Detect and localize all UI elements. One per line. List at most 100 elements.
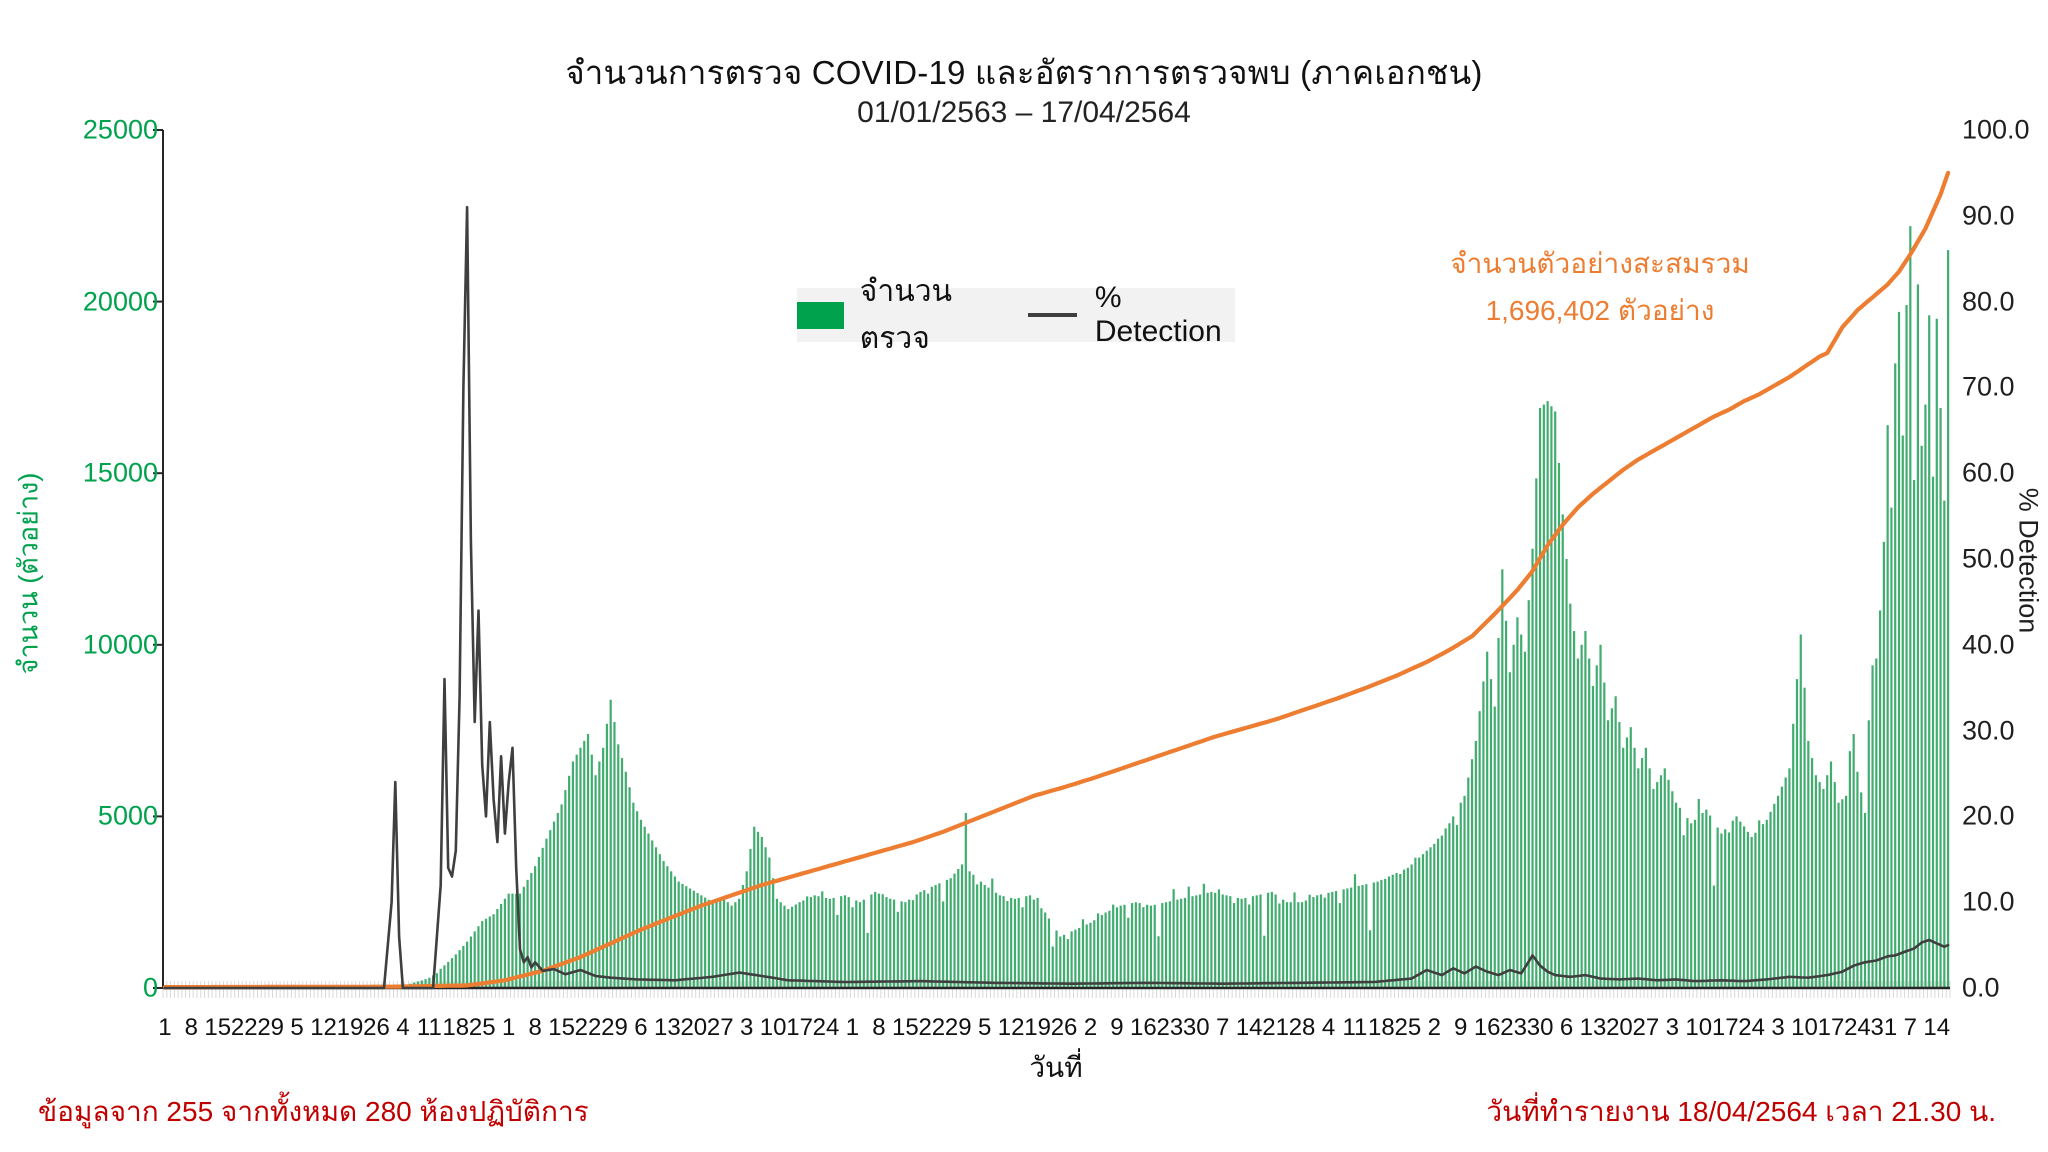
- x-tick: 4: [1321, 1014, 1336, 1041]
- x-tick: 21: [1262, 1014, 1289, 1041]
- x-tick: 10: [1685, 1014, 1713, 1041]
- x-tick: 15: [892, 1014, 919, 1041]
- page-title: จำนวนการตรวจ COVID-19 และอัตราการตรวจพบ …: [565, 54, 1483, 91]
- x-tick: 23: [1500, 1014, 1527, 1041]
- x-tick: 7: [1216, 1014, 1230, 1041]
- x-tick: 20: [1606, 1014, 1633, 1041]
- x-tick: 7: [1903, 1014, 1918, 1041]
- y-right-tick: 70.0: [1962, 371, 2015, 402]
- y-right-tick-labels: 0.0 10.0 20.0 30.0 40.0 50.0 60.0 70.0 80.0 90.0 1…: [1962, 0, 2048, 1152]
- x-tick: 29: [257, 1014, 285, 1041]
- y-left-tick-labels: 0 5000 10000 15000 20000 25000: [42, 0, 158, 1152]
- x-tick: 13: [654, 1014, 681, 1041]
- y-left-tick: 20000: [82, 286, 158, 317]
- x-tick: 16: [1473, 1014, 1501, 1041]
- x-tick: 24: [1738, 1014, 1765, 1041]
- x-tick: 20: [680, 1014, 708, 1041]
- x-tick: 3: [740, 1014, 754, 1041]
- x-tick: 2: [1083, 1014, 1098, 1041]
- x-axis-title: วันที่: [1029, 1052, 1083, 1083]
- x-tick: 29: [944, 1014, 972, 1041]
- page-subtitle: 01/01/2563 – 17/04/2564: [857, 96, 1191, 129]
- x-tick: 29: [601, 1014, 628, 1041]
- x-tick: 11: [416, 1014, 442, 1041]
- x-tick: 17: [1817, 1014, 1845, 1041]
- x-tick: 5: [978, 1014, 992, 1041]
- x-tick: 18: [442, 1014, 470, 1041]
- y-right-tick: 80.0: [1962, 286, 2015, 317]
- x-tick: 3: [1771, 1014, 1785, 1041]
- annotation-cumulative-samples: จำนวนตัวอย่างสะสมรวม 1,696,402 ตัวอย่าง: [1320, 240, 1880, 334]
- x-tick: 17: [1711, 1014, 1739, 1041]
- x-tick: 23: [1156, 1014, 1184, 1041]
- x-tick: 15: [204, 1014, 232, 1041]
- x-tick: 9: [1454, 1014, 1468, 1041]
- x-tick: 8: [872, 1014, 886, 1041]
- y-left-tick: 25000: [82, 114, 158, 145]
- y-left-tick: 5000: [97, 800, 158, 831]
- y-right-tick: 30.0: [1962, 715, 2015, 746]
- x-tick: 8: [528, 1014, 542, 1041]
- x-tick: 19: [1024, 1014, 1051, 1041]
- x-tick: 8: [184, 1014, 199, 1041]
- x-tick: 11: [1342, 1014, 1368, 1041]
- x-tick: 9: [1110, 1014, 1124, 1041]
- x-tick: 31: [1870, 1014, 1898, 1041]
- legend: จำนวนตรวจ % Detection: [797, 275, 1235, 355]
- x-tick: 14: [1235, 1014, 1263, 1041]
- x-tick: 3: [1665, 1014, 1679, 1041]
- y-right-tick: 90.0: [1962, 200, 2015, 231]
- annotation-line1: จำนวนตัวอย่างสะสมรวม: [1450, 248, 1750, 279]
- x-tick: 1: [158, 1014, 172, 1041]
- x-tick: 14: [1923, 1014, 1951, 1041]
- y-right-tick: 20.0: [1962, 800, 2015, 831]
- x-tick: 18: [1368, 1014, 1395, 1041]
- x-tick: 28: [1288, 1014, 1316, 1041]
- y-right-tick: 0.0: [1962, 972, 2000, 1003]
- x-tick: 30: [1182, 1014, 1210, 1041]
- x-tick: 22: [230, 1014, 258, 1041]
- x-tick: 27: [706, 1014, 734, 1041]
- x-tick: 26: [363, 1014, 390, 1041]
- x-tick: 25: [468, 1014, 496, 1041]
- x-tick: 22: [918, 1014, 946, 1041]
- y-right-tick: 10.0: [1962, 886, 2015, 917]
- x-tick: 4: [396, 1014, 410, 1041]
- x-tick-labels: 1 8 15 22 29 5 12 19 26 4 11 18 25 1 8 15 22 29 6 13 20 27 3 10…: [0, 1006, 2048, 1042]
- x-tick: 26: [1050, 1014, 1078, 1041]
- y-right-tick: 100.0: [1962, 114, 2030, 145]
- x-tick: 27: [1632, 1014, 1660, 1041]
- x-tick: 6: [1559, 1014, 1574, 1041]
- x-tick: 24: [812, 1014, 840, 1041]
- x-tick: 1: [845, 1014, 860, 1041]
- x-tick: 22: [574, 1014, 602, 1041]
- x-tick: 2: [1427, 1014, 1441, 1041]
- x-tick: 12: [997, 1014, 1025, 1041]
- x-tick: 25: [1394, 1014, 1422, 1041]
- y-left-tick: 0: [142, 972, 158, 1003]
- y-right-tick: 60.0: [1962, 457, 2015, 488]
- x-tick: 19: [336, 1014, 364, 1041]
- x-tick: 24: [1844, 1014, 1871, 1041]
- y-left-tick: 15000: [82, 457, 158, 488]
- x-tick: 13: [1579, 1014, 1607, 1041]
- x-tick: 1: [502, 1014, 516, 1041]
- x-tick: 30: [1526, 1014, 1554, 1041]
- legend-line-swatch-icon: [1028, 313, 1077, 317]
- x-tick: 10: [759, 1014, 787, 1041]
- x-tick: 12: [310, 1014, 337, 1041]
- footer-data-source: ข้อมูลจาก 255 จากทั้งหมด 280 ห้องปฏิบัติ…: [38, 1096, 589, 1127]
- y-right-tick: 50.0: [1962, 543, 2015, 574]
- x-tick: 17: [786, 1014, 813, 1041]
- x-tick: 5: [290, 1014, 304, 1041]
- footer-report-date: วันที่ทำรายงาน 18/04/2564 เวลา 21.30 น.: [1486, 1096, 1996, 1127]
- x-tick: 10: [1791, 1014, 1818, 1041]
- legend-bar-label: จำนวนตรวจ: [859, 275, 953, 355]
- x-tick: 6: [634, 1014, 648, 1041]
- annotation-line2: 1,696,402 ตัวอย่าง: [1485, 295, 1715, 326]
- y-left-tick: 10000: [82, 629, 158, 660]
- legend-bar-swatch-icon: [797, 301, 844, 329]
- x-tick: 16: [1130, 1014, 1157, 1041]
